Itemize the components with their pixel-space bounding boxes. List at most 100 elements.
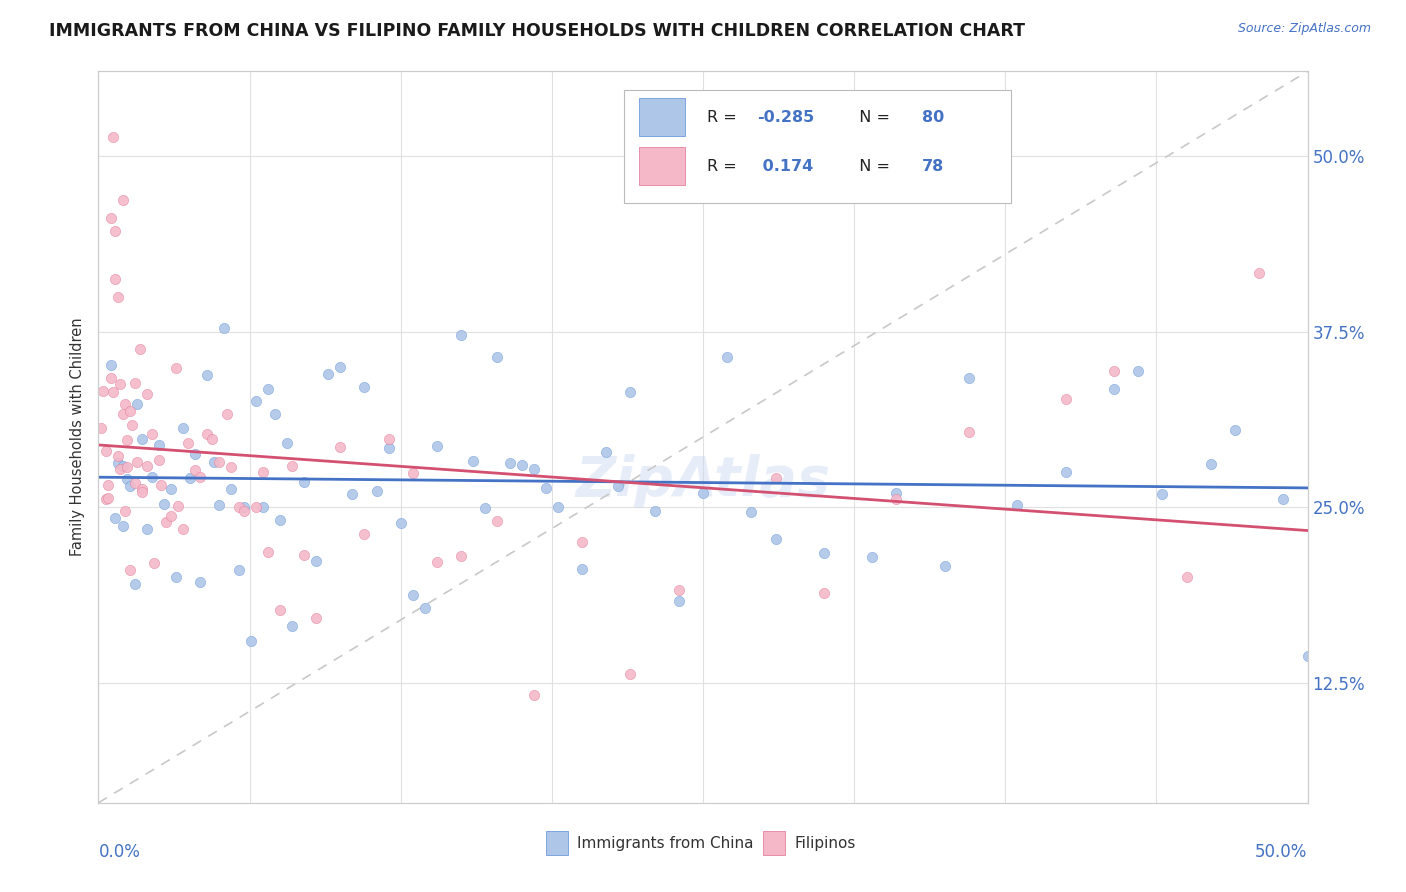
Point: [510, 458, 533, 473]
Point: [114, 397, 136, 411]
Text: R =: R =: [707, 110, 741, 125]
Point: [208, 499, 231, 513]
Point: [1272, 492, 1295, 507]
Point: [740, 505, 762, 519]
Point: [281, 618, 304, 632]
Point: [619, 384, 641, 399]
Point: [131, 482, 153, 496]
Point: [595, 445, 617, 459]
Point: [692, 486, 714, 500]
Point: [167, 499, 190, 513]
Point: [474, 500, 496, 515]
Point: [111, 518, 134, 533]
Point: [1102, 382, 1125, 396]
Point: [450, 327, 472, 342]
Point: [100, 370, 122, 384]
Point: [135, 387, 157, 401]
Point: [101, 384, 124, 399]
Point: [107, 449, 129, 463]
Point: [353, 380, 375, 394]
Text: N =: N =: [849, 110, 896, 125]
Point: [1102, 363, 1125, 377]
Point: [155, 516, 177, 530]
Point: [94, 444, 117, 458]
Point: [269, 513, 291, 527]
Point: [450, 549, 472, 564]
Point: [316, 367, 339, 381]
Point: [486, 514, 509, 528]
Point: [619, 667, 641, 681]
Point: [402, 466, 425, 480]
Point: [172, 421, 194, 435]
Point: [547, 500, 569, 515]
Point: [668, 594, 690, 608]
Point: [177, 436, 200, 450]
Point: [141, 470, 163, 484]
Point: [150, 478, 173, 492]
Point: [426, 439, 449, 453]
Point: [131, 432, 153, 446]
Point: [107, 456, 129, 470]
Point: [91, 384, 114, 398]
Text: N =: N =: [849, 159, 896, 174]
Point: [104, 224, 127, 238]
Point: [342, 487, 364, 501]
Point: [118, 563, 141, 577]
Text: 0.0%: 0.0%: [98, 843, 141, 861]
Text: 80: 80: [922, 110, 943, 125]
Point: [571, 562, 593, 576]
Text: Filipinos: Filipinos: [794, 836, 856, 851]
Point: [765, 471, 787, 485]
Point: [212, 321, 235, 335]
Point: [232, 500, 254, 514]
Point: [135, 522, 157, 536]
Text: 0.174: 0.174: [758, 159, 814, 174]
Point: [201, 432, 224, 446]
Point: [1296, 648, 1319, 663]
Point: [204, 455, 226, 469]
Point: [886, 485, 908, 500]
Point: [1152, 486, 1174, 500]
Point: [292, 475, 315, 489]
FancyBboxPatch shape: [638, 98, 685, 136]
Point: [281, 459, 304, 474]
Point: [111, 458, 134, 473]
Point: [107, 290, 129, 304]
Point: [305, 611, 328, 625]
Point: [228, 563, 250, 577]
Point: [426, 555, 449, 569]
Point: [118, 479, 141, 493]
Point: [117, 472, 139, 486]
Point: [353, 527, 375, 541]
Point: [934, 559, 956, 574]
Point: [124, 475, 146, 490]
Text: IMMIGRANTS FROM CHINA VS FILIPINO FAMILY HOUSEHOLDS WITH CHILDREN CORRELATION CH: IMMIGRANTS FROM CHINA VS FILIPINO FAMILY…: [49, 22, 1025, 40]
Point: [172, 522, 194, 536]
Point: [377, 441, 399, 455]
Point: [97, 491, 120, 505]
Point: [179, 471, 201, 485]
Point: [256, 382, 278, 396]
Point: [215, 407, 238, 421]
Point: [121, 418, 143, 433]
Point: [957, 425, 980, 440]
Point: [366, 484, 388, 499]
Point: [813, 546, 835, 560]
Point: [208, 455, 231, 469]
Text: Immigrants from China: Immigrants from China: [578, 836, 754, 851]
Point: [143, 556, 166, 570]
Point: [1199, 457, 1222, 471]
Point: [523, 688, 546, 702]
Point: [886, 492, 908, 507]
Text: 50.0%: 50.0%: [1256, 843, 1308, 861]
Point: [377, 432, 399, 446]
Point: [571, 535, 593, 549]
Point: [165, 570, 187, 584]
Point: [184, 447, 207, 461]
Point: [221, 483, 243, 497]
Point: [264, 407, 287, 421]
Point: [813, 586, 835, 600]
Point: [124, 376, 146, 390]
Point: [329, 440, 352, 454]
Point: [148, 453, 170, 467]
